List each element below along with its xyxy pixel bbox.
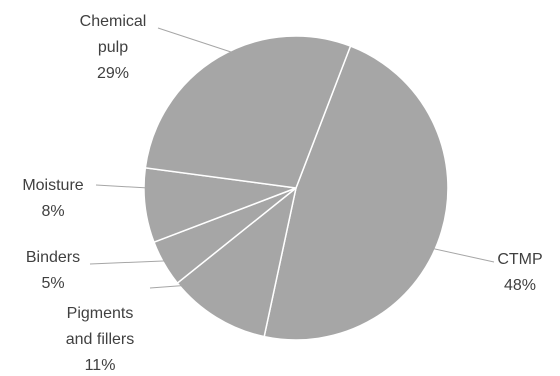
data-label: Chemical pulp 29%	[80, 13, 147, 82]
data-label-value: 48%	[504, 277, 536, 294]
leader-lines	[89, 27, 495, 289]
leader-line	[95, 184, 184, 191]
data-label-category: Chemical	[80, 13, 147, 30]
data-label: Moisture 8%	[22, 177, 83, 220]
data-label-category: Binders	[26, 249, 80, 266]
leader-line	[157, 27, 232, 53]
leader-line	[375, 235, 495, 263]
data-label-value: 8%	[41, 203, 64, 220]
pie-slice-pigments-and-fillers	[176, 186, 298, 338]
data-label-category: pulp	[98, 39, 128, 56]
data-label-category: and fillers	[66, 331, 134, 348]
data-label-category: Moisture	[22, 177, 83, 194]
data-label-category: Pigments	[67, 305, 134, 322]
data-label: Binders 5%	[26, 249, 80, 292]
leader-line	[149, 283, 205, 289]
data-label-value: 5%	[41, 275, 64, 292]
pie-slice-ctmp	[263, 45, 449, 341]
leader-line	[89, 259, 188, 265]
data-label-category: CTMP	[497, 251, 542, 268]
data-labels: CTMP 48% Pigments and fillers 11% Binders 5% Mo…	[22, 13, 542, 374]
pie-slices	[143, 35, 449, 341]
data-label-value: 11%	[85, 357, 116, 374]
data-label: CTMP 48%	[497, 251, 542, 294]
data-label: Pigments and fillers 11%	[66, 305, 134, 374]
pie-slice-chemical-pulp	[144, 35, 352, 189]
data-label-value: 29%	[97, 65, 129, 82]
